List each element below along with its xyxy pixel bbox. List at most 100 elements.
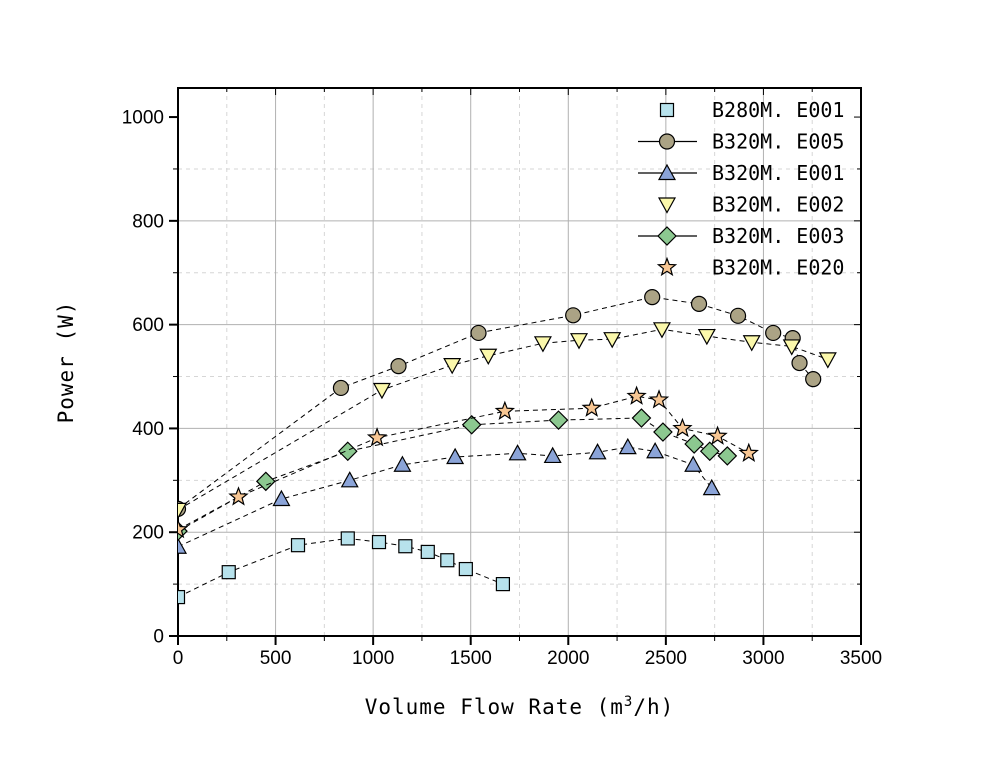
data-point-marker bbox=[738, 442, 759, 462]
data-point-marker bbox=[366, 427, 388, 447]
data-point-marker bbox=[570, 333, 589, 350]
legend-item: B320M. E003 bbox=[638, 224, 844, 248]
legend-item: B320M. E002 bbox=[657, 193, 844, 217]
data-point-marker bbox=[648, 389, 670, 409]
series-b320m-e005 bbox=[178, 289, 822, 517]
legend-square-icon bbox=[659, 102, 675, 118]
data-point-marker bbox=[791, 354, 808, 372]
data-point-marker bbox=[470, 324, 487, 342]
data-point-marker bbox=[699, 441, 720, 462]
data-point-marker bbox=[479, 348, 498, 366]
data-point-marker bbox=[420, 544, 435, 560]
data-point-marker bbox=[782, 339, 801, 356]
axis-ticks bbox=[169, 88, 862, 645]
data-point-marker bbox=[272, 489, 291, 507]
x-axis-title-unit: /h) bbox=[633, 695, 675, 719]
legend-label: B320M. E001 bbox=[712, 161, 844, 185]
data-point-marker bbox=[340, 531, 355, 546]
x-axis-title: Volume Flow Rate (m3/h) bbox=[178, 694, 861, 719]
x-tick-label: 2500 bbox=[645, 648, 687, 669]
data-point-marker bbox=[337, 441, 358, 462]
data-point-marker bbox=[458, 561, 473, 577]
y-tick-label: 800 bbox=[132, 211, 164, 232]
legend-label: B280M. E001 bbox=[712, 98, 844, 122]
y-tick-labels: 0 200 400 600 800 1000 bbox=[122, 108, 164, 648]
data-point-marker bbox=[684, 434, 705, 454]
legend: B280M. E001 B320M. E005 B320M. E001 B320M. … bbox=[638, 98, 844, 280]
data-point-marker bbox=[443, 358, 462, 375]
data-point-marker bbox=[618, 437, 637, 455]
series-line bbox=[178, 296, 814, 510]
legend-star-icon bbox=[656, 256, 678, 277]
data-point-marker bbox=[603, 332, 622, 349]
data-point-marker bbox=[626, 385, 647, 405]
data-point-marker bbox=[440, 553, 455, 568]
series-b280m-e001 bbox=[178, 531, 511, 605]
data-point-marker bbox=[653, 422, 673, 442]
legend-diamond-icon bbox=[657, 226, 677, 246]
y-tick-label: 1000 bbox=[122, 108, 164, 129]
series-line bbox=[178, 417, 728, 532]
x-tick-label: 0 bbox=[173, 648, 184, 669]
y-tick-label: 600 bbox=[132, 315, 164, 336]
data-point-marker bbox=[684, 455, 703, 472]
x-tick-label: 3500 bbox=[840, 648, 882, 669]
x-tick-label: 1000 bbox=[352, 648, 394, 669]
y-axis-title: Power (W) bbox=[54, 300, 78, 424]
legend-label: B320M. E020 bbox=[712, 256, 844, 280]
data-point-marker bbox=[390, 358, 407, 375]
data-point-marker bbox=[508, 444, 527, 461]
data-point-marker bbox=[255, 471, 276, 492]
data-point-marker bbox=[548, 410, 569, 430]
data-point-marker bbox=[372, 382, 391, 400]
data-point-marker bbox=[461, 414, 482, 435]
legend-item: B320M. E005 bbox=[638, 130, 844, 154]
data-point-marker bbox=[707, 425, 728, 445]
series-line bbox=[178, 395, 750, 531]
data-point-marker bbox=[398, 539, 413, 554]
data-point-marker bbox=[494, 400, 516, 420]
x-tick-label: 500 bbox=[260, 648, 292, 669]
data-point-marker bbox=[672, 417, 693, 438]
data-point-marker bbox=[393, 455, 412, 472]
data-point-marker bbox=[690, 295, 708, 312]
data-point-marker bbox=[765, 324, 782, 342]
data-point-marker bbox=[702, 478, 721, 496]
data-point-marker bbox=[178, 537, 188, 554]
x-tick-label: 1500 bbox=[450, 648, 492, 669]
y-tick-label: 0 bbox=[153, 627, 164, 648]
legend-label: B320M. E005 bbox=[712, 130, 844, 154]
legend-label: B320M. E003 bbox=[712, 224, 844, 248]
series-line bbox=[178, 537, 504, 598]
data-point-marker bbox=[631, 408, 652, 428]
series-b320m-e002 bbox=[178, 322, 837, 520]
data-point-marker bbox=[717, 446, 738, 466]
x-tick-labels: 0 500 1000 1500 2000 2500 3000 3500 bbox=[173, 648, 882, 669]
data-point-marker bbox=[332, 379, 350, 397]
data-point-marker bbox=[533, 336, 552, 353]
data-point-marker bbox=[644, 289, 661, 306]
data-point-marker bbox=[340, 471, 359, 488]
x-tick-label: 3000 bbox=[742, 648, 784, 669]
legend-circle-icon bbox=[658, 133, 676, 150]
legend-triangle-down-icon bbox=[657, 197, 677, 214]
data-point-marker bbox=[742, 335, 761, 352]
series-line bbox=[178, 328, 828, 511]
gridlines bbox=[178, 88, 861, 636]
data-point-marker bbox=[581, 397, 602, 417]
y-tick-label: 400 bbox=[132, 419, 164, 440]
data-point-marker bbox=[805, 371, 822, 388]
legend-item: B280M. E001 bbox=[659, 98, 844, 122]
data-point-marker bbox=[446, 447, 465, 465]
data-point-marker bbox=[543, 446, 562, 464]
x-tick-label: 2000 bbox=[547, 648, 589, 669]
x-axis-title-superscript: 3 bbox=[623, 694, 634, 710]
x-axis-title-text: Volume Flow Rate (m bbox=[364, 695, 624, 719]
legend-triangle-up-icon bbox=[657, 163, 677, 181]
series-b320m-e001 bbox=[178, 437, 721, 554]
data-point-marker bbox=[228, 486, 249, 506]
legend-label: B320M. E002 bbox=[712, 193, 844, 217]
series-b320m-e020 bbox=[178, 385, 759, 539]
